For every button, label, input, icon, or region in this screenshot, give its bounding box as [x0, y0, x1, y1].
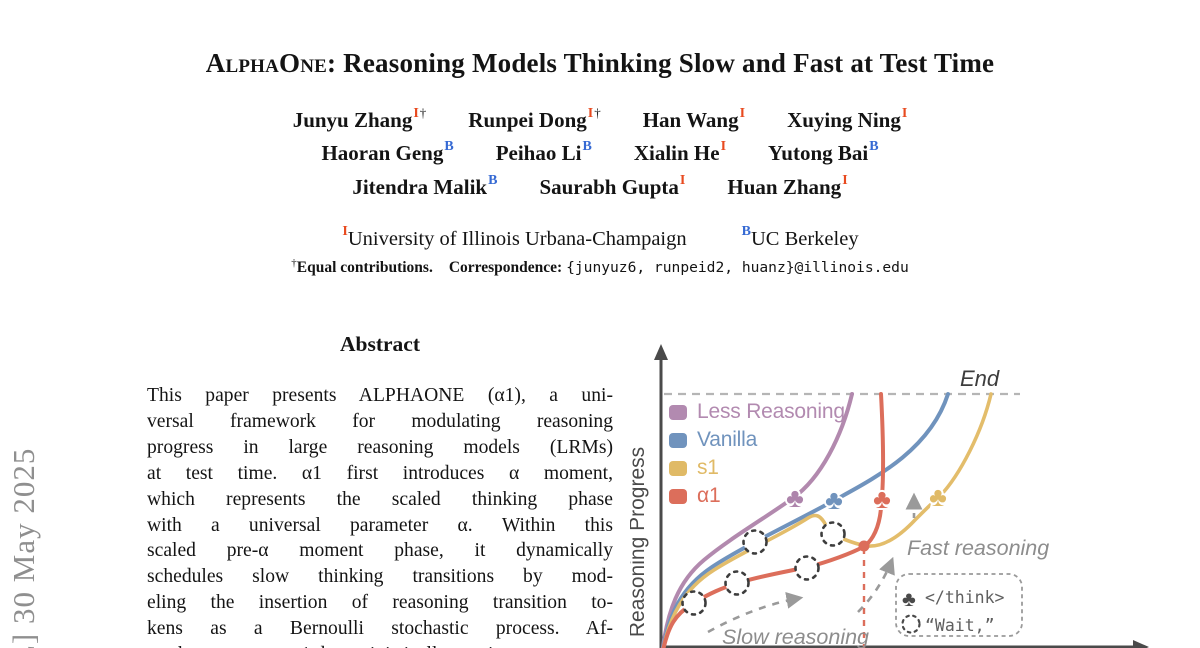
abstract-line: at test time. α1 first introduces α mome…	[147, 462, 613, 484]
abstract-line: This paper presents ALPHAONE (α1), a uni…	[147, 385, 613, 406]
curve-less-reasoning	[660, 392, 854, 648]
token-box: ♣ </think> “Wait,”	[895, 573, 1023, 637]
abstract-line: scaled pre-α moment phase, it dynamicall…	[147, 540, 613, 562]
affiliation-marker-illinois: I	[842, 173, 848, 188]
club-marker-alpha1-icon: ♣	[873, 484, 891, 514]
affiliation-marker-illinois: I	[342, 224, 348, 239]
author-block: Junyu ZhangI† Runpei DongI† Han WangI Xuyin…	[0, 105, 1200, 209]
legend-item: Vanilla	[669, 426, 845, 454]
author-name: Junyu ZhangI†	[292, 105, 427, 132]
author-name: Saurabh GuptaI	[539, 173, 686, 199]
wait-icon	[901, 614, 921, 634]
legend-item: s1	[669, 454, 845, 482]
author-name: Xialin HeI	[633, 139, 727, 165]
legend-swatch	[669, 488, 687, 504]
author-name: Jitendra MalikB	[352, 173, 498, 199]
legend-swatch	[669, 404, 687, 420]
legend-swatch	[669, 432, 687, 448]
affiliation-marker-illinois: I	[679, 173, 686, 188]
affiliation-marker-berkeley: B	[869, 139, 879, 154]
figure-legend: Less Reasoning Vanilla s1 α1	[669, 398, 845, 510]
abstract-line: schedules slow thinking transitions by m…	[147, 566, 613, 588]
legend-label: s1	[697, 456, 719, 479]
alpha-moment-dot	[858, 540, 870, 552]
x-axis-arrow-icon	[1133, 640, 1149, 648]
legend-label: α1	[697, 484, 721, 507]
dagger-marker: †	[291, 257, 297, 269]
wait-markers	[681, 521, 846, 616]
club-marker-s1-icon: ♣	[929, 482, 947, 512]
abstract-body: This paper presents ALPHAONE (α1), a uni…	[147, 383, 613, 648]
wait-marker-icon	[794, 555, 820, 581]
slow-reasoning-label: Slow reasoning	[722, 625, 869, 648]
abstract-line: which represents the scaled thinking pha…	[147, 488, 613, 510]
wait-marker-icon	[820, 521, 846, 547]
affiliation-marker-berkeley: B	[444, 139, 454, 154]
wait-marker-icon	[681, 590, 707, 616]
teaser-figure: Reasoning Progress End ♣ ♣ ♣ ♣ Slow r	[630, 344, 1149, 648]
author-name: Yutong BaiB	[768, 139, 879, 165]
abstract-line: progress in large reasoning models (LRMs…	[147, 436, 613, 458]
author-name: Xuying NingI	[787, 106, 908, 132]
curve-vanilla	[661, 392, 950, 648]
abstract-line: with a universal parameter α. Within thi…	[147, 514, 613, 536]
affiliation-line: IUniversity of Illinois Urbana-Champaign…	[0, 224, 1200, 251]
legend-item: Less Reasoning	[669, 398, 845, 426]
correspondence-label: Correspondence:	[448, 259, 563, 277]
affiliation-marker-illinois: I	[739, 106, 746, 121]
fast-reasoning-label: Fast reasoning	[907, 536, 1049, 560]
slow-reasoning-arrow-icon	[707, 592, 804, 634]
affiliation-marker-berkeley: B	[741, 224, 751, 239]
think-end-markers: ♣ ♣ ♣ ♣	[784, 480, 949, 517]
club-marker-less-reasoning-icon: ♣	[786, 483, 804, 513]
legend-item: α1	[669, 482, 845, 510]
footnote: †Equal contributions. Correspondence: {ju…	[0, 257, 1200, 277]
y-axis-label: Reasoning Progress	[630, 447, 649, 637]
author-name: Peihao LiB	[495, 139, 592, 165]
author-name: Huan ZhangI	[727, 173, 848, 199]
affiliation-marker-illinois: I	[413, 106, 419, 121]
club-marker-vanilla-icon: ♣	[825, 485, 843, 515]
affiliation-marker-berkeley: B	[582, 139, 592, 154]
paper-title: AlphaOne: Reasoning Models Thinking Slow…	[0, 48, 1200, 79]
author-name: Han WangI	[642, 106, 746, 132]
affiliation-marker-illinois: I	[587, 106, 594, 121]
think-token-label: </think>	[925, 588, 1005, 607]
affiliation-marker-illinois: I	[720, 139, 727, 154]
abstract-line: kens as a Bernoulli stochastic process. …	[147, 618, 613, 640]
author-name: Haoran GengB	[321, 139, 454, 165]
paper-title-smallcaps: AlphaOne:	[205, 48, 337, 78]
affiliation-marker-plain: †	[594, 105, 601, 120]
author-row: Junyu ZhangI† Runpei DongI† Han WangI Xuyin…	[0, 105, 1200, 141]
end-label: End	[960, 366, 1000, 391]
club-icon: ♣	[902, 587, 916, 611]
fast-reasoning-arrow-icon	[857, 556, 895, 613]
affiliation-marker-berkeley: B	[488, 173, 498, 188]
token-box-border	[895, 573, 1023, 637]
affiliation: BUC Berkeley	[741, 224, 859, 250]
author-row: Haoran GengB Peihao LiB Xialin HeI Yutong B…	[0, 139, 1200, 175]
affiliation-marker-illinois: I	[901, 106, 908, 121]
legend-label: Vanilla	[697, 428, 758, 451]
abstract-line: versal framework for modulating reasonin…	[147, 410, 613, 432]
affiliation: IUniversity of Illinois Urbana-Champaign	[342, 224, 687, 250]
author-row: Jitendra MalikB Saurabh GuptaI Huan ZhangI	[0, 173, 1200, 209]
arxiv-banner: L] 30 May 2025	[6, 447, 41, 648]
correspondence-emails: {junyuz6, runpeid2, huanz}@illinois.edu	[566, 259, 909, 277]
abstract-line: eling the insertion of reasoning transit…	[147, 592, 613, 614]
affiliation-marker-plain: †	[419, 105, 427, 120]
wait-token-label: “Wait,”	[925, 616, 995, 635]
wait-marker-icon	[724, 570, 750, 596]
abstract-heading: Abstract	[339, 332, 420, 356]
equal-contributions-text: Equal contributions.	[296, 259, 433, 277]
abstract-line: ter the α moment, α1 deterministically t…	[147, 642, 613, 648]
legend-swatch	[669, 460, 687, 476]
paper-title-rest: Reasoning Models Thinking Slow and Fast …	[336, 48, 995, 78]
author-name: Runpei DongI†	[468, 105, 601, 132]
wait-marker-icon	[742, 529, 768, 555]
legend-label: Less Reasoning	[697, 400, 845, 423]
y-axis-arrow-icon	[654, 344, 668, 360]
